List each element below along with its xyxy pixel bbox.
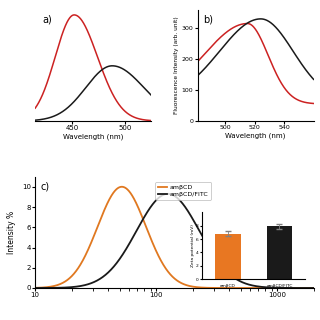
amβCD/FITC [243,282,247,285]
amβCD [33,286,37,290]
amβCD [312,286,316,290]
amβCD [232,286,236,290]
amβCD [243,286,247,290]
amβCD/FITC [152,201,156,204]
Line: amβCD/FITC: amβCD/FITC [35,194,314,288]
Y-axis label: Fluorescence Intensity (arb. unit): Fluorescence Intensity (arb. unit) [174,16,179,114]
Line: amβCD: amβCD [35,187,314,288]
amβCD [120,185,124,189]
amβCD [64,279,68,283]
amβCD [274,286,278,290]
amβCD/FITC [64,286,68,290]
amβCD [106,201,109,204]
X-axis label: Wavelength (nm): Wavelength (nm) [225,133,286,140]
amβCD/FITC [166,192,170,196]
amβCD/FITC [33,286,37,290]
amβCD/FITC [312,286,316,290]
X-axis label: Wavelength (nm): Wavelength (nm) [63,134,124,140]
Legend: amβCD, amβCD/FITC: amβCD, amβCD/FITC [155,182,211,200]
Text: b): b) [204,14,213,24]
amβCD [153,245,156,249]
amβCD/FITC [274,286,278,290]
Text: c): c) [41,181,50,191]
amβCD/FITC [106,271,109,275]
Text: a): a) [42,14,52,24]
Y-axis label: Intensity %: Intensity % [7,211,16,254]
amβCD/FITC [232,276,236,279]
